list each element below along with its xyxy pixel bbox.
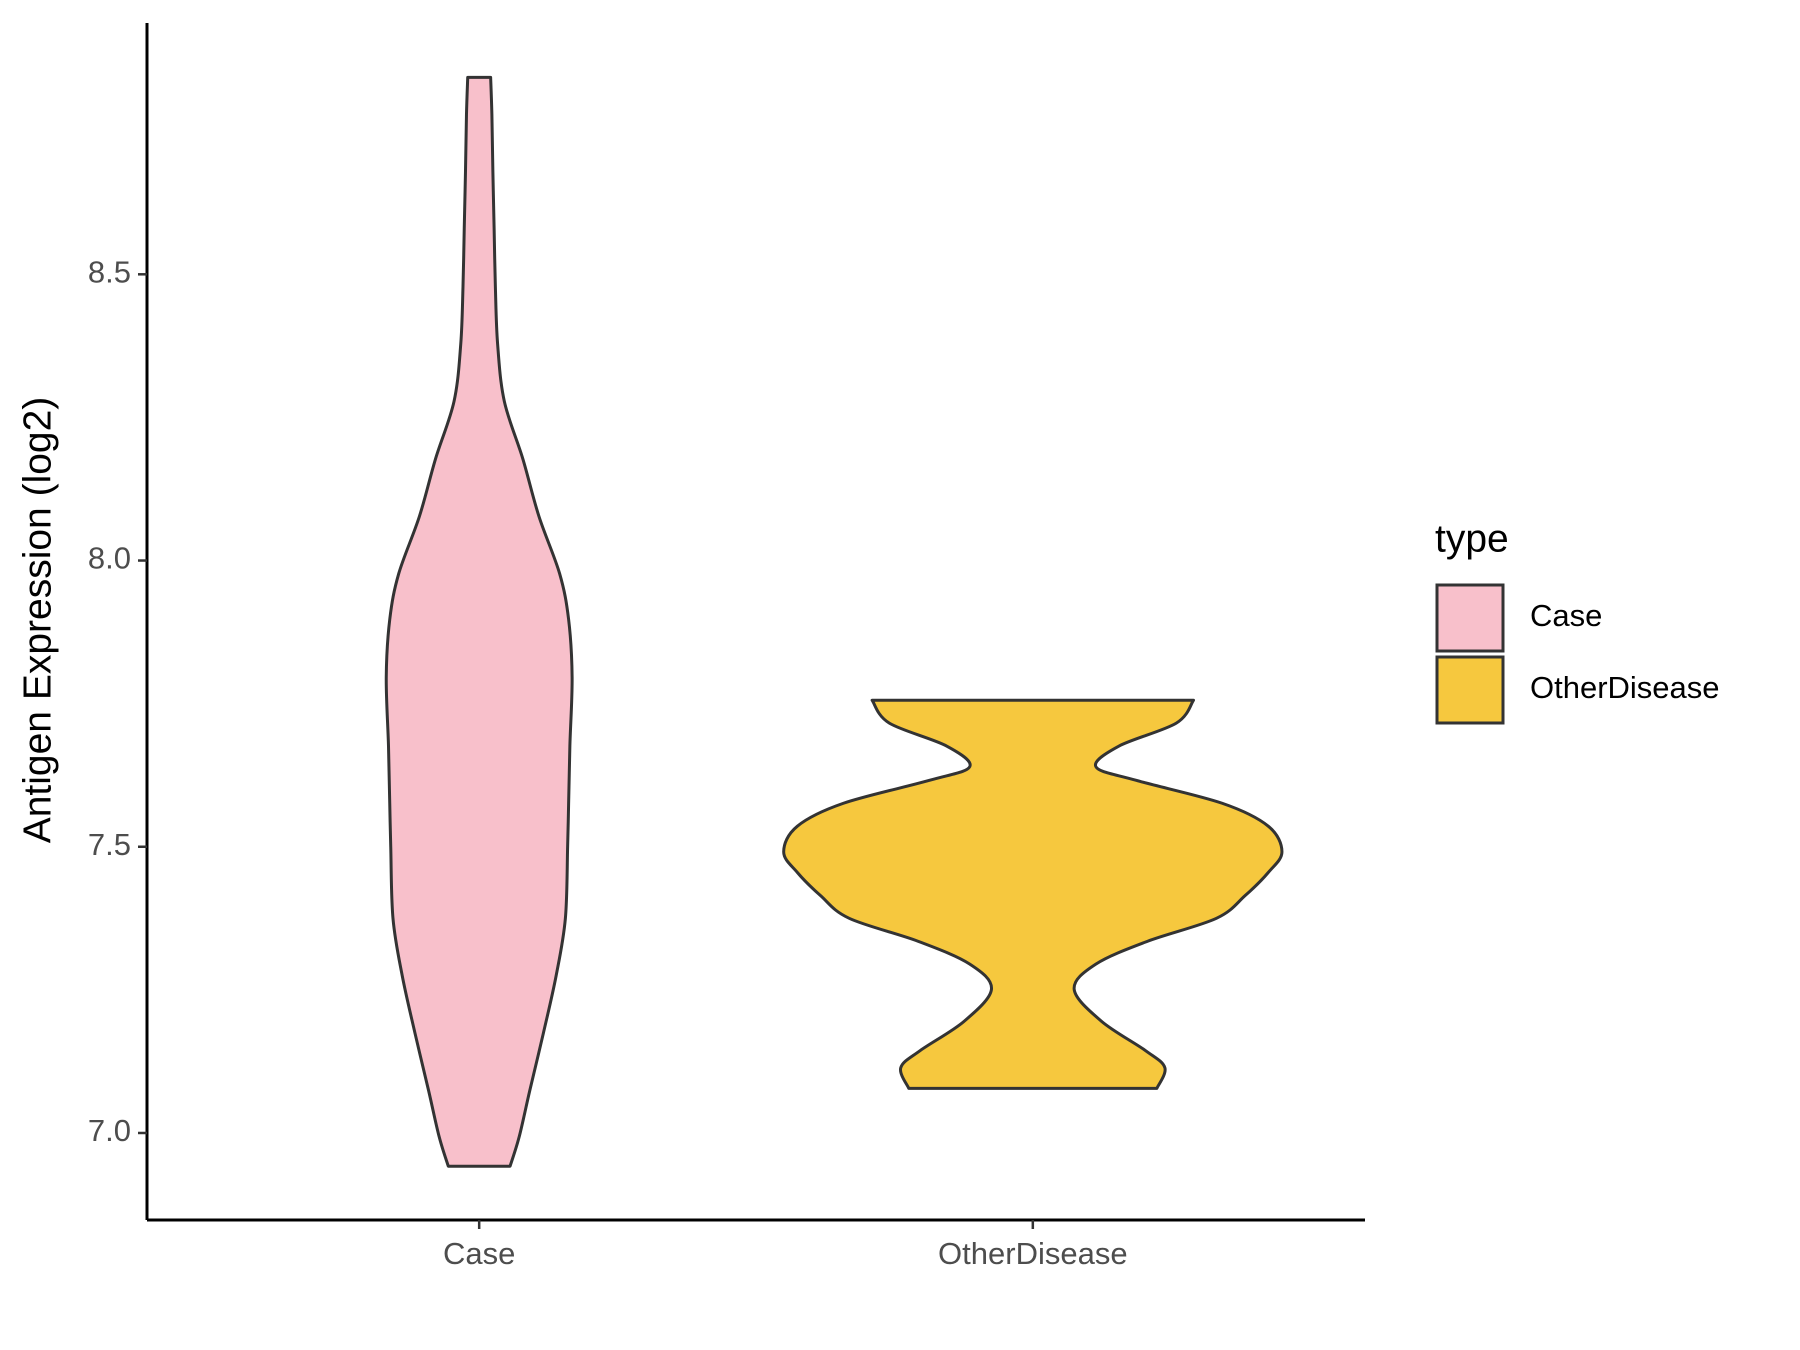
- x-tick-label: OtherDisease: [938, 1236, 1128, 1271]
- legend-label: Case: [1530, 598, 1602, 633]
- legend-title: type: [1435, 517, 1509, 560]
- violin: [782, 698, 1284, 1090]
- legend-swatch: [1435, 583, 1505, 653]
- violin: [384, 75, 574, 1168]
- y-tick-label: 7.5: [88, 827, 131, 862]
- y-tick-label: 8.0: [88, 541, 131, 576]
- y-axis-title: Antigen Expression (log2): [16, 397, 59, 844]
- legend-swatch: [1435, 655, 1505, 725]
- y-tick-label: 7.0: [88, 1113, 131, 1148]
- x-tick-label: Case: [443, 1236, 515, 1271]
- y-tick-label: 8.5: [88, 254, 131, 289]
- legend-label: OtherDisease: [1530, 670, 1720, 705]
